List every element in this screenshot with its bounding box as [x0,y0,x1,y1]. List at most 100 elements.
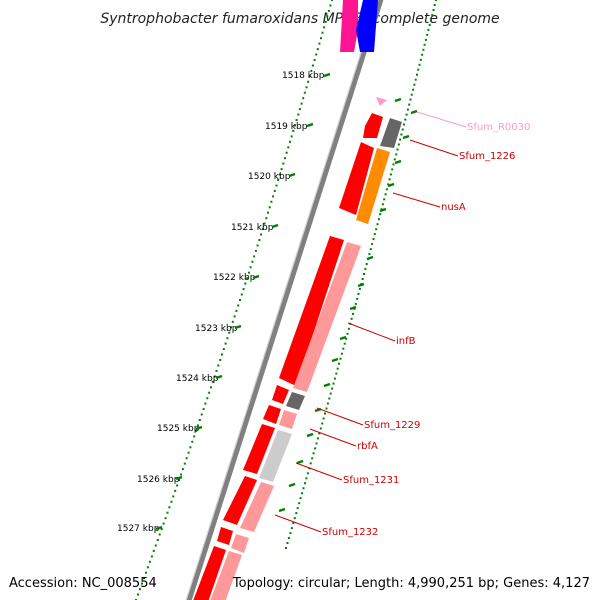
ring-dot [237,304,240,307]
ring-dot [427,28,430,31]
ring-dot [368,253,371,256]
ring-dot [356,297,359,300]
ring-dot [189,446,192,449]
map-title: Syntrophobacter fumaroxidans MPOB, compl… [100,11,499,27]
ring-dot [176,484,179,487]
gene-feature-infB-pink [293,242,361,392]
ring-dot [139,588,141,591]
kbp-tick-label: 1526 kbp [137,475,180,485]
ring-dot [210,386,212,389]
ring-dot [137,593,139,596]
ring-dot [335,372,338,375]
minor-tick-mark [387,182,395,188]
ring-dot [401,128,404,131]
ring-dot [293,517,296,520]
ring-dot [336,367,339,370]
backbone-highlight [185,0,379,600]
ring-dot [235,309,238,312]
ring-dot [258,239,261,241]
ring-dot [364,268,367,270]
ring-dot [331,0,333,1]
ring-dot [141,582,143,585]
outer-dotted-ring [135,0,333,600]
ring-dot [178,479,180,481]
ring-dot [312,452,315,455]
ring-dot [406,108,409,111]
ring-dot [310,69,313,72]
ring-dot [399,138,402,141]
ring-dot [424,38,427,41]
ring-dot [377,218,380,221]
ring-dot [357,292,360,295]
ring-dot [275,184,278,187]
ring-dot [328,397,331,400]
ring-dot [311,457,314,460]
ring-dot [298,502,301,505]
ring-dot [324,20,327,23]
ring-dot [198,419,201,421]
ring-dot [313,59,316,61]
ring-dot [307,80,310,83]
ring-dot [375,228,378,231]
gene-feature-rbfA-red [263,405,281,424]
ring-dot [306,472,309,475]
ring-dot [410,93,413,96]
ring-dot [319,427,322,430]
ring-dot [347,327,350,330]
gene-label-leader [392,192,441,208]
gene-label-leader [295,462,343,481]
gene-feature-bottom-pink [210,551,242,600]
gene-label: Sfum_1232 [322,527,378,538]
ring-dot [321,31,324,34]
gene-feature-rbfA-pink [279,410,297,429]
ring-dot [412,88,415,91]
ring-dot [353,307,356,310]
ring-dot [251,260,254,263]
ring-dot [285,547,287,549]
topology-text: Topology: circular; Length: 4,990,251 bp… [232,576,590,591]
ring-dot [304,482,306,485]
gene-feature-sfum1232-pink [240,482,274,532]
ring-dot [345,337,348,340]
minor-tick-mark [288,482,296,488]
ring-dot [391,168,394,171]
kbp-tick-label: 1521 kbp [231,223,274,233]
ring-dot [211,380,214,383]
gene-label: nusA [441,202,466,213]
ring-dot [435,0,437,1]
ring-dot [146,566,149,569]
ring-dot [409,98,412,101]
ring-dot [273,189,276,192]
minor-tick-mark [402,134,410,140]
minor-tick-mark [357,282,365,288]
ring-dot [340,352,343,355]
kbp-tick-mark [306,122,314,128]
ring-dot [294,124,296,127]
ring-dot [156,539,159,541]
minor-tick-mark [278,507,286,513]
gene-label-leader [309,428,357,447]
minor-tick-mark [323,382,331,388]
ring-dot [371,243,374,246]
ring-dot [318,432,321,435]
ring-dot [365,263,368,265]
ring-dot [219,359,222,361]
ring-dot [329,392,332,395]
ring-dot [297,113,300,116]
ring-dot [354,302,357,305]
ring-dot [414,78,417,81]
ring-dot [164,517,167,520]
ring-dot [221,353,223,356]
ring-dot [191,440,194,443]
ring-dot [222,348,225,351]
gene-feature-trna [376,97,387,106]
minor-tick-mark [394,159,402,165]
gene-label: rbfA [357,441,378,452]
ring-dot [174,489,177,492]
ring-dot [299,497,302,500]
ring-dot [206,397,209,400]
ring-dot [405,113,408,116]
ring-dot [320,37,322,40]
ring-dot [285,151,288,154]
